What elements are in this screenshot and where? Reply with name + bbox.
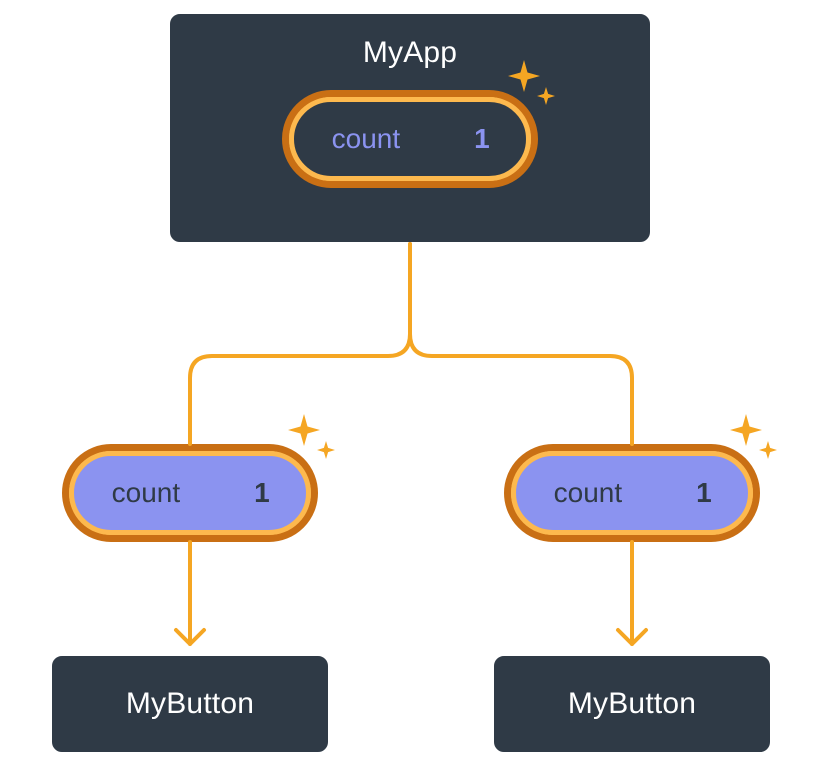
edges — [0, 0, 820, 770]
edge-left-arrow — [176, 542, 204, 644]
edge-fork — [190, 244, 632, 444]
edge-right-arrow — [618, 542, 646, 644]
diagram-canvas: MyApp count 1 count 1 count 1 MyButton M… — [0, 0, 820, 770]
